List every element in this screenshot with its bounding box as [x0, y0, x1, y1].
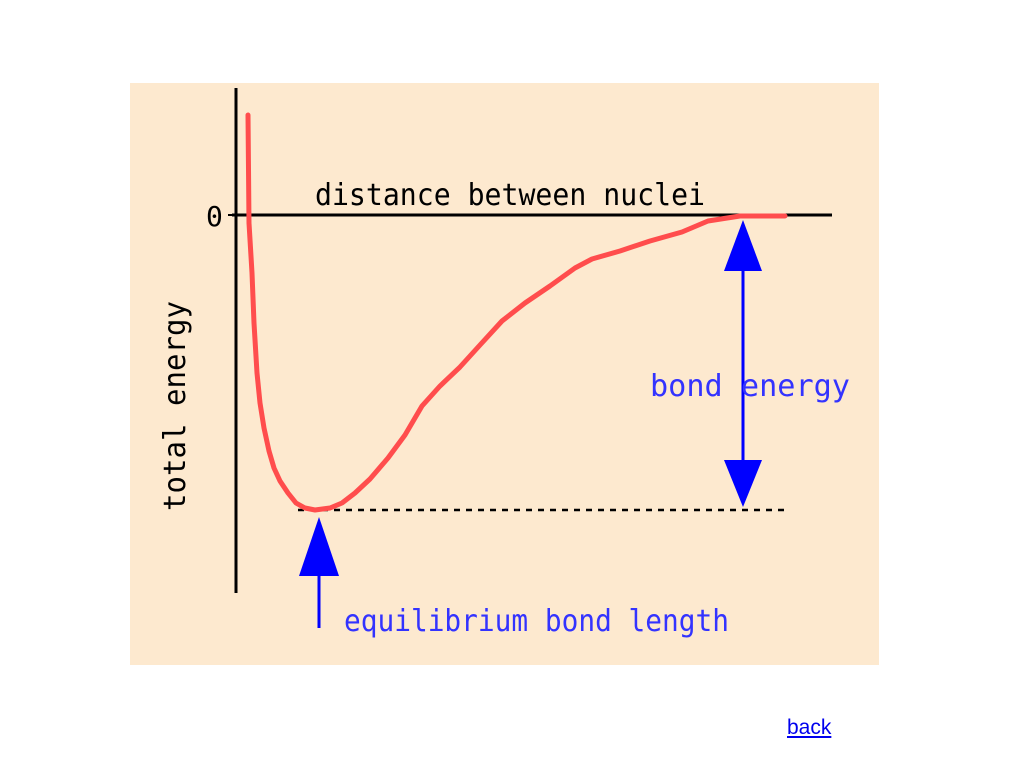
back-link[interactable]: back: [787, 716, 832, 739]
bond-energy-arrowhead-up: [724, 220, 762, 271]
equilibrium-arrowhead: [299, 517, 339, 576]
bond-energy-arrowhead-down: [724, 460, 762, 507]
zero-label: 0: [206, 200, 223, 233]
bond-energy-label: bond energy: [650, 369, 850, 404]
x-axis-label: distance between nuclei: [315, 178, 705, 213]
diagram-canvas: 0 distance between nuclei total energy b…: [130, 83, 879, 665]
potential-energy-diagram: 0 distance between nuclei total energy b…: [130, 83, 879, 665]
y-axis-label: total energy: [158, 301, 193, 511]
potential-energy-curve: [245, 112, 788, 513]
equilibrium-bond-length-label: equilibrium bond length: [344, 604, 729, 639]
